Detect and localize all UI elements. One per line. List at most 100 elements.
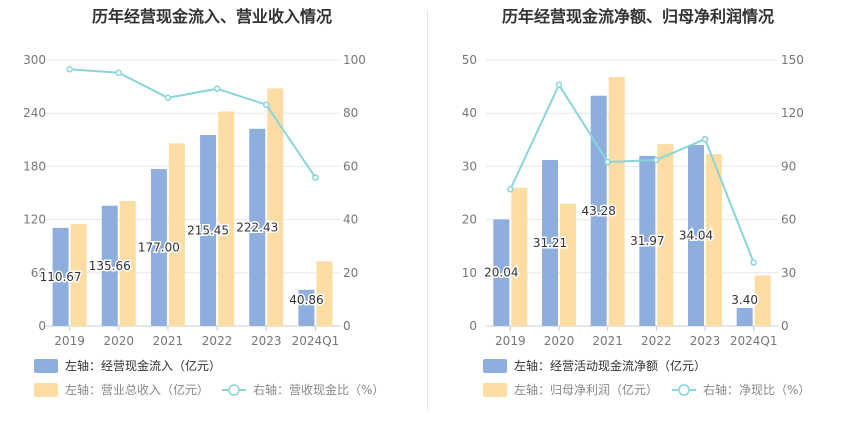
primary-bar — [200, 134, 217, 326]
x-axis-tick-label: 2024Q1 — [730, 334, 778, 348]
secondary-bar — [119, 200, 136, 326]
left-axis-tick-label: 20 — [462, 213, 477, 227]
primary-bar — [249, 128, 266, 326]
left-axis-tick-label: 0 — [38, 319, 46, 333]
right-axis-tick-label: 40 — [343, 213, 358, 227]
secondary-bar — [70, 224, 87, 326]
legend-label: 左轴：经营活动现金流净额（亿元） — [514, 358, 706, 373]
x-axis-tick-label: 2023 — [690, 334, 721, 348]
left-axis-tick-label: 180 — [23, 159, 46, 173]
legend-label: 左轴：归母净利润（亿元） — [514, 382, 658, 397]
ratio-line-point — [312, 174, 319, 181]
primary-bar — [542, 159, 558, 326]
ratio-line-point — [653, 156, 660, 164]
primary-bar — [298, 289, 315, 326]
legend-swatch — [483, 383, 507, 397]
right-axis-tick-label: 30 — [781, 266, 796, 280]
bar-data-label: 177.00 — [138, 241, 180, 255]
ratio-line-point — [213, 85, 221, 92]
secondary-bar — [657, 144, 674, 326]
secondary-bar — [511, 187, 528, 326]
right-axis-tick-label: 20 — [343, 266, 358, 280]
left-axis-tick-label: 0 — [469, 319, 477, 333]
legend-swatch — [483, 359, 507, 373]
primary-bar — [52, 227, 69, 326]
legend-label: 右轴：净现比（%） — [703, 382, 810, 397]
bar-data-label: 215.45 — [187, 223, 229, 237]
x-axis-tick-label: 2022 — [202, 334, 233, 348]
legend-label: 左轴：经营现金流入（亿元） — [65, 358, 221, 373]
chart-title: 历年经营现金流净额、归母净利润情况 — [502, 7, 774, 26]
primary-bar — [150, 169, 167, 326]
ratio-line-point — [555, 81, 563, 89]
panel-divider — [427, 10, 428, 410]
secondary-bar — [560, 203, 576, 326]
bar-data-label: 43.28 — [581, 204, 615, 218]
primary-bar — [736, 307, 753, 326]
left-axis-tick-label: 10 — [462, 266, 477, 280]
left-axis-tick-label: 240 — [23, 106, 46, 120]
primary-bar — [493, 219, 510, 326]
left-axis-tick-label: 300 — [23, 53, 46, 67]
x-axis-tick-label: 2023 — [251, 334, 282, 348]
ratio-line-point — [507, 186, 514, 193]
ratio-line-point — [115, 69, 122, 77]
right-axis-tick-label: 60 — [781, 213, 796, 227]
legend-swatch — [34, 383, 58, 397]
secondary-bar — [316, 261, 333, 326]
bar-data-label: 34.04 — [679, 228, 713, 242]
primary-bar — [639, 155, 656, 326]
secondary-bar — [608, 77, 625, 326]
left-axis-tick-label: 60 — [31, 266, 46, 280]
bar-data-label: 31.21 — [533, 236, 567, 250]
secondary-bar — [706, 154, 722, 326]
secondary-bar — [754, 275, 771, 326]
right-axis-tick-label: 150 — [781, 53, 804, 67]
legend-line-marker — [228, 384, 240, 396]
bar-data-label: 135.66 — [89, 259, 131, 273]
chart-title: 历年经营现金流入、营业收入情况 — [92, 7, 332, 26]
chart-2: 历年经营现金流净额、归母净利润情况 0 0 10 30 20 60 30 90 40 120 50 15… — [462, 7, 810, 397]
x-axis-tick-label: 2024Q1 — [292, 334, 340, 348]
left-axis-tick-label: 120 — [23, 213, 46, 227]
bar-data-label: 3.40 — [731, 293, 758, 307]
ratio-line — [69, 68, 317, 179]
right-axis-tick-label: 80 — [343, 106, 358, 120]
ratio-line-point — [604, 158, 611, 166]
primary-bar — [101, 205, 118, 326]
ratio-line-point — [701, 135, 709, 143]
secondary-bar — [168, 143, 185, 326]
x-axis-tick-label: 2021 — [592, 334, 623, 348]
right-axis-tick-label: 60 — [343, 159, 358, 173]
primary-bar — [688, 144, 704, 326]
left-axis-tick-label: 40 — [462, 106, 477, 120]
legend-label: 左轴：营业总收入（亿元） — [65, 382, 209, 397]
right-axis-tick-label: 100 — [343, 53, 366, 67]
right-axis-tick-label: 0 — [343, 319, 351, 333]
bar-data-label: 31.97 — [630, 234, 664, 248]
x-axis-tick-label: 2020 — [103, 334, 134, 348]
legend-swatch — [34, 359, 58, 373]
chart-1: 历年经营现金流入、营业收入情况 0 0 60 20 120 40 180 60 240 80 300 1… — [23, 7, 384, 397]
ratio-line — [509, 82, 755, 263]
bar-data-label: 110.67 — [40, 270, 82, 284]
x-axis-tick-label: 2019 — [495, 334, 526, 348]
bar-data-label: 222.43 — [236, 220, 278, 234]
left-axis-tick-label: 50 — [462, 53, 477, 67]
bar-data-label: 20.04 — [484, 266, 518, 280]
right-axis-tick-label: 120 — [781, 106, 804, 120]
ratio-line-point — [66, 66, 73, 73]
secondary-bar — [218, 111, 235, 326]
ratio-line-point — [750, 259, 757, 266]
secondary-bar — [267, 88, 284, 326]
x-axis-tick-label: 2019 — [54, 334, 85, 348]
x-axis-tick-label: 2020 — [544, 334, 575, 348]
bar-data-label: 40.86 — [289, 293, 323, 307]
x-axis-tick-label: 2022 — [641, 334, 672, 348]
right-axis-tick-label: 90 — [781, 159, 796, 173]
right-axis-tick-label: 0 — [781, 319, 789, 333]
legend-line-marker — [678, 384, 690, 396]
x-axis-tick-label: 2021 — [153, 334, 184, 348]
ratio-line-point — [263, 101, 270, 108]
